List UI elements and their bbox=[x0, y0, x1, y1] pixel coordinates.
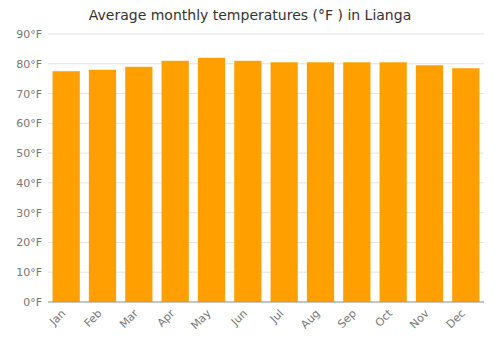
x-tick-label: Nov bbox=[407, 307, 432, 332]
grid-line bbox=[48, 63, 484, 64]
bars bbox=[53, 58, 480, 302]
x-tick-label: Sep bbox=[335, 307, 359, 331]
x-tick-label: Aug bbox=[298, 307, 322, 331]
bar bbox=[343, 62, 370, 302]
x-tick-label: Jun bbox=[228, 307, 250, 329]
bar bbox=[307, 62, 334, 302]
y-tick-label: 60°F bbox=[16, 117, 42, 130]
bar bbox=[452, 68, 479, 302]
bar bbox=[53, 71, 80, 302]
x-tick-label: Feb bbox=[82, 307, 105, 330]
x-tick-label: May bbox=[188, 307, 214, 333]
bar bbox=[380, 62, 407, 302]
bar bbox=[125, 67, 152, 302]
x-axis-line bbox=[48, 302, 484, 303]
grid-line bbox=[48, 302, 484, 303]
x-tick-label: Mar bbox=[117, 307, 141, 331]
y-tick-label: 50°F bbox=[16, 147, 42, 160]
chart-svg: 0°F 10°F 20°F 30°F 40°F 50°F 60°F 70°F 80°F 90°F J… bbox=[0, 0, 500, 350]
y-tick-label: 30°F bbox=[16, 207, 42, 220]
y-tick-label: 40°F bbox=[16, 177, 42, 190]
y-grid bbox=[48, 34, 484, 302]
bar bbox=[162, 61, 189, 302]
x-tick-label: Oct bbox=[373, 306, 396, 329]
bar bbox=[271, 62, 298, 302]
x-tick-label: Jan bbox=[46, 307, 68, 329]
y-tick-label: 10°F bbox=[16, 266, 42, 279]
y-tick-label: 90°F bbox=[16, 28, 42, 41]
bar bbox=[198, 58, 225, 302]
y-tick-label: 20°F bbox=[16, 236, 42, 249]
x-tick-label: Dec bbox=[444, 307, 468, 331]
x-tick-label: Apr bbox=[155, 307, 178, 330]
grid-line bbox=[48, 34, 484, 35]
bar bbox=[89, 70, 116, 302]
bar bbox=[234, 61, 261, 302]
x-tick-label: Jul bbox=[267, 307, 286, 326]
bar bbox=[416, 65, 443, 302]
y-tick-label: 0°F bbox=[23, 296, 42, 309]
y-tick-label: 80°F bbox=[16, 58, 42, 71]
chart-title: Average monthly temperatures (°F ) in Li… bbox=[89, 7, 411, 23]
chart-container: 0°F 10°F 20°F 30°F 40°F 50°F 60°F 70°F 80°F 90°F J… bbox=[0, 0, 500, 350]
y-tick-label: 70°F bbox=[16, 88, 42, 101]
